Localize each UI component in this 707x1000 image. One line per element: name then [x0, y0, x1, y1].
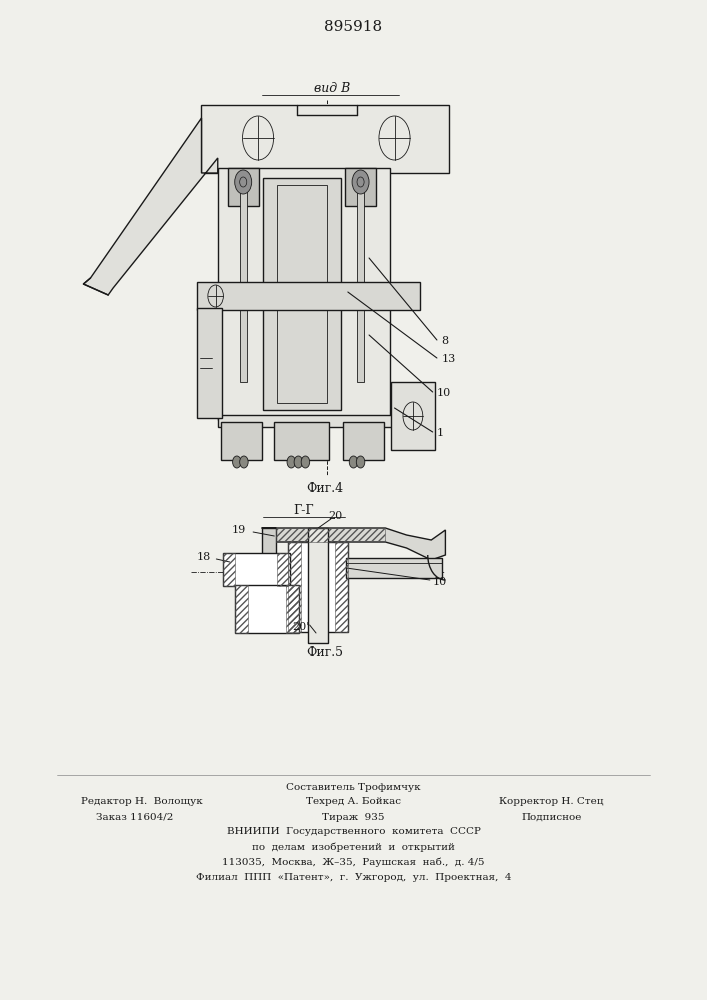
Text: 10: 10 [437, 388, 451, 398]
Circle shape [349, 456, 358, 468]
Bar [201, 105, 449, 173]
Bar [335, 542, 348, 632]
Bar [197, 282, 420, 310]
Text: Тираж  935: Тираж 935 [322, 812, 385, 822]
Bar [240, 192, 247, 382]
Bar [262, 528, 276, 586]
Circle shape [356, 456, 365, 468]
Polygon shape [262, 528, 445, 560]
Text: 10: 10 [433, 577, 447, 587]
Text: 19: 19 [232, 525, 246, 535]
Bar [263, 178, 341, 410]
Bar [308, 528, 328, 643]
Bar [277, 553, 288, 586]
Bar [345, 168, 376, 206]
Polygon shape [83, 118, 218, 295]
Circle shape [240, 456, 248, 468]
Text: 13: 13 [441, 354, 455, 364]
Bar [286, 585, 299, 633]
Circle shape [233, 456, 241, 468]
Bar [197, 308, 222, 418]
Bar [288, 542, 348, 632]
Text: Фиг.5: Фиг.5 [307, 646, 344, 658]
Bar [346, 558, 442, 578]
Text: 1: 1 [437, 428, 444, 438]
Bar [277, 185, 327, 403]
Bar [223, 553, 290, 586]
Bar [223, 553, 235, 586]
Bar [274, 422, 329, 460]
Bar [343, 422, 384, 460]
Text: Г-Г: Г-Г [293, 504, 315, 516]
Text: Редактор Н.  Волощук: Редактор Н. Волощук [81, 798, 202, 806]
Text: ВНИИПИ  Государственного  комитета  СССР: ВНИИПИ Государственного комитета СССР [226, 828, 481, 836]
Circle shape [287, 456, 296, 468]
Text: 113035,  Москва,  Ж–35,  Раушская  наб.,  д. 4/5: 113035, Москва, Ж–35, Раушская наб., д. … [222, 857, 485, 867]
Bar [276, 528, 385, 542]
Bar [221, 422, 262, 460]
Text: 18: 18 [197, 552, 211, 562]
Bar [218, 415, 393, 427]
Text: Заказ 11604/2: Заказ 11604/2 [95, 812, 173, 822]
Text: вид В: вид В [314, 82, 351, 95]
Bar [235, 585, 299, 633]
Text: по  делам  изобретений  и  открытий: по делам изобретений и открытий [252, 842, 455, 852]
Text: Корректор Н. Стец: Корректор Н. Стец [499, 798, 604, 806]
Text: 20': 20' [292, 622, 309, 632]
Circle shape [294, 456, 303, 468]
Bar [357, 192, 364, 382]
Circle shape [352, 170, 369, 194]
Bar [228, 168, 259, 206]
Text: Техред А. Бойкас: Техред А. Бойкас [306, 798, 401, 806]
Circle shape [235, 170, 252, 194]
Text: Филиал  ППП  «Патент»,  г.  Ужгород,  ул.  Проектная,  4: Филиал ППП «Патент», г. Ужгород, ул. Про… [196, 872, 511, 882]
Text: Составитель Трофимчук: Составитель Трофимчук [286, 782, 421, 792]
Text: 895918: 895918 [325, 20, 382, 34]
Bar [218, 168, 390, 420]
Circle shape [301, 456, 310, 468]
Text: 20: 20 [328, 511, 342, 521]
Bar [391, 382, 435, 450]
Text: Подписное: Подписное [521, 812, 582, 822]
Bar [288, 542, 301, 632]
Text: 8: 8 [441, 336, 448, 346]
Text: Фиг.4: Фиг.4 [307, 482, 344, 494]
Bar [235, 585, 248, 633]
